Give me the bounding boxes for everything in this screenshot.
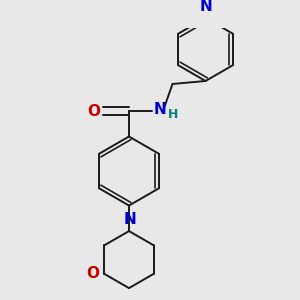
Text: N: N xyxy=(124,212,137,227)
Text: N: N xyxy=(199,0,212,14)
Text: O: O xyxy=(86,266,99,281)
Text: N: N xyxy=(154,102,167,117)
Text: H: H xyxy=(168,108,178,121)
Text: O: O xyxy=(87,103,100,118)
